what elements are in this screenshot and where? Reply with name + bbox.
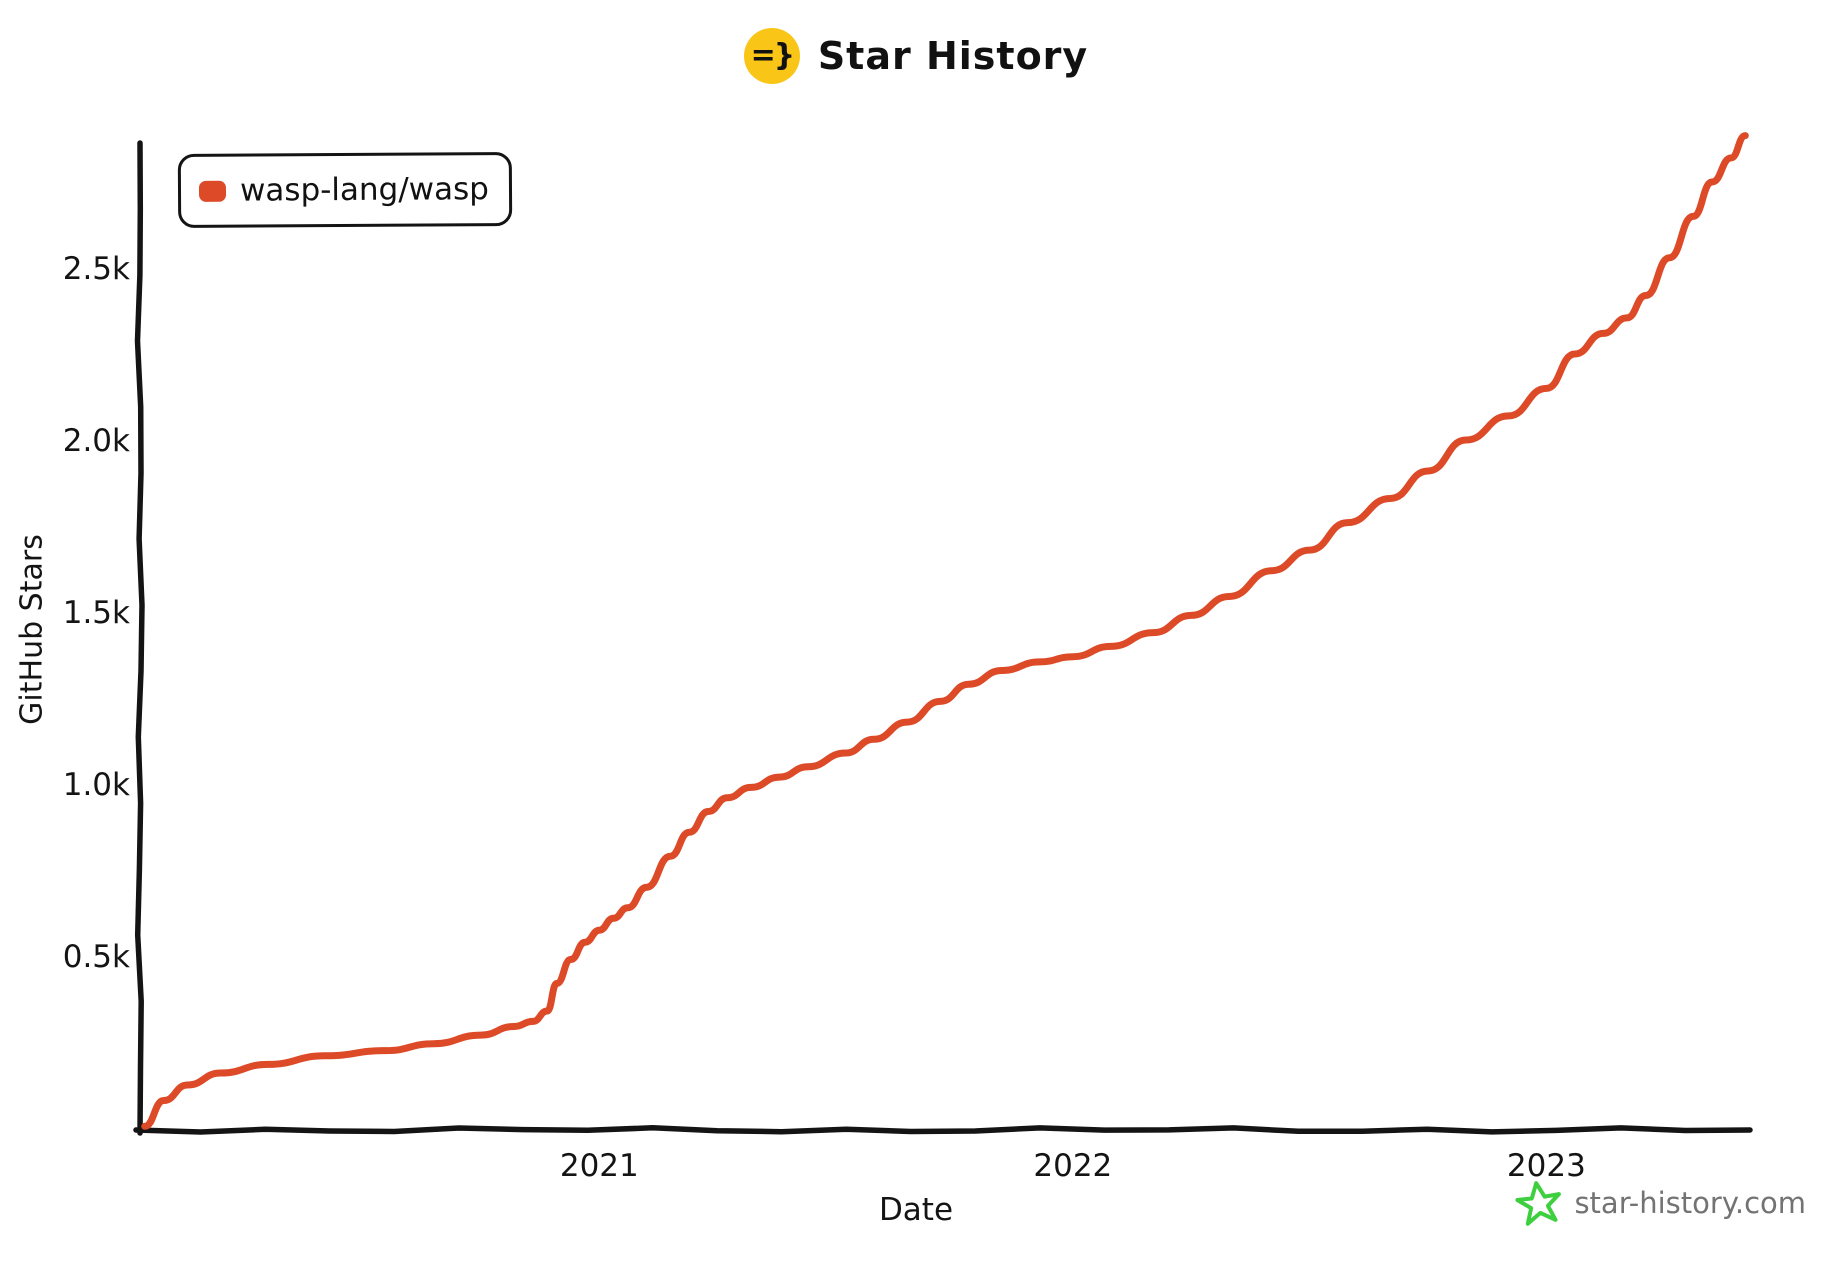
y-tick-label: 1.5k [63,595,130,631]
y-tick-label: 2.0k [63,423,130,459]
x-tick-label: 2021 [560,1148,639,1184]
y-tick-label: 2.5k [63,251,130,287]
x-axis-title: Date [878,1192,954,1228]
y-axis-title: GitHub Stars [14,534,50,725]
chart-header: =} Star History [0,28,1832,84]
y-tick-label: 0.5k [63,939,130,975]
legend: wasp-lang/wasp [177,151,513,229]
series-line [141,132,1749,1130]
wasp-logo-icon: =} [743,28,800,84]
watermark-text: star-history.com [1574,1186,1806,1220]
x-axis [133,1125,1753,1135]
watermark: star-history.com [1515,1180,1806,1226]
star-icon [1515,1181,1562,1226]
y-tick-label: 1.0k [63,767,130,803]
x-tick-label: 2022 [1033,1148,1112,1184]
legend-series-label: wasp-lang/wasp [239,171,490,209]
y-axis [134,140,145,1136]
page-title: Star History [817,34,1089,78]
legend-marker-icon [198,180,227,202]
x-tick-label: 2023 [1507,1148,1586,1184]
